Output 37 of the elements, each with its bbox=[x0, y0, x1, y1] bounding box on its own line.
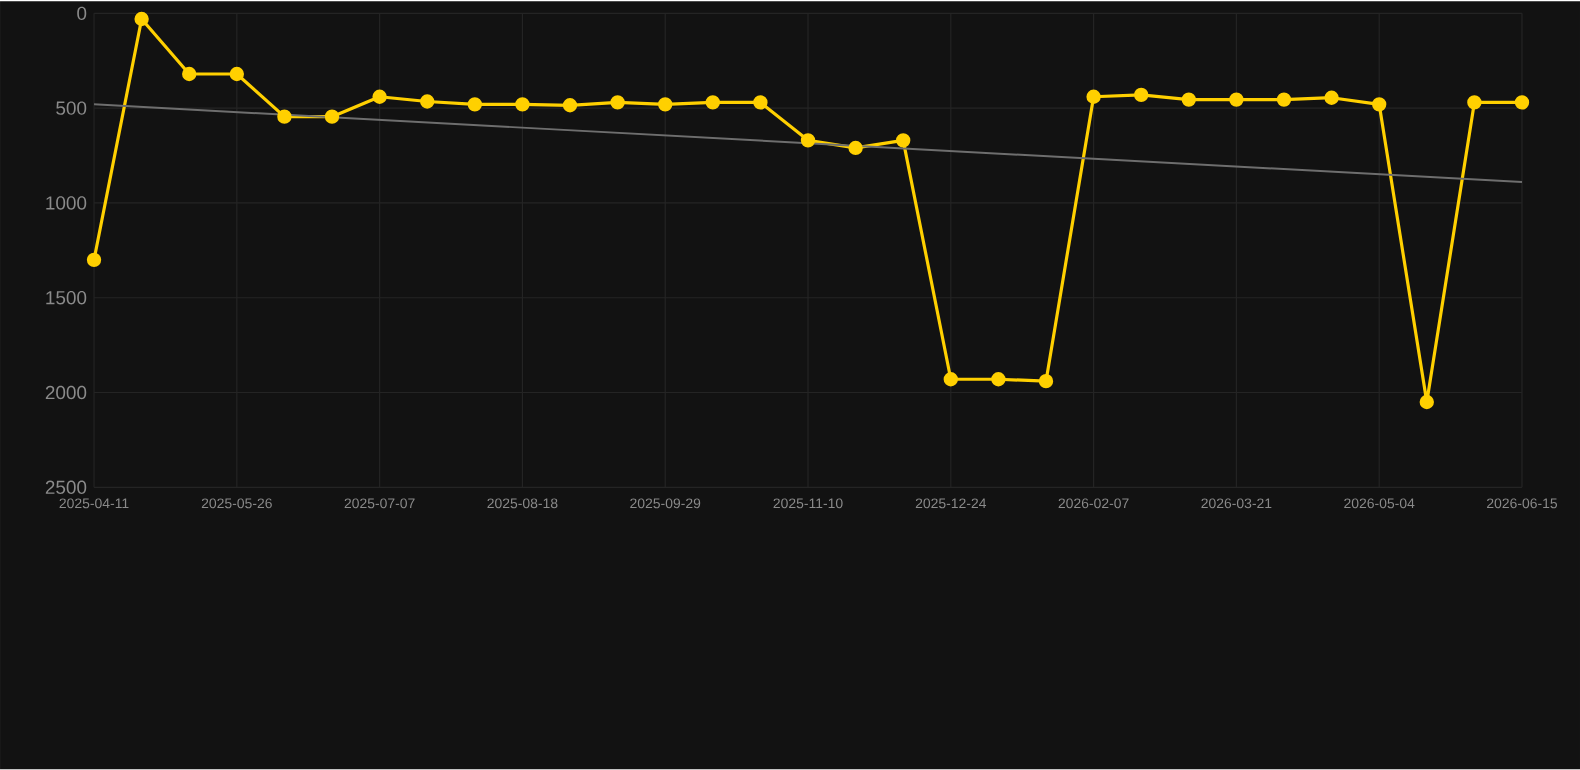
point bbox=[991, 372, 1006, 387]
point bbox=[1038, 374, 1054, 389]
point bbox=[1514, 95, 1530, 110]
y-tick-label: 2500 bbox=[45, 480, 87, 495]
point bbox=[943, 372, 958, 387]
point bbox=[1134, 88, 1149, 103]
y-tick-label: 1500 bbox=[46, 291, 87, 305]
point bbox=[134, 12, 149, 27]
point bbox=[1324, 90, 1339, 106]
point bbox=[420, 94, 435, 110]
y-tick-label: 2000 bbox=[45, 386, 87, 400]
point bbox=[86, 252, 102, 268]
point bbox=[1276, 92, 1292, 108]
point bbox=[1086, 89, 1101, 105]
point bbox=[1467, 95, 1482, 110]
point bbox=[182, 67, 197, 82]
point bbox=[705, 95, 720, 110]
point bbox=[848, 141, 863, 156]
point bbox=[229, 67, 244, 82]
point bbox=[562, 98, 578, 113]
point bbox=[800, 133, 816, 148]
y-tick-label: 1000 bbox=[46, 196, 87, 210]
point bbox=[1229, 92, 1244, 108]
point bbox=[1372, 97, 1387, 112]
point bbox=[1181, 92, 1196, 108]
y-tick-label: 500 bbox=[56, 101, 87, 116]
point bbox=[896, 133, 911, 148]
point bbox=[277, 109, 292, 125]
point bbox=[324, 109, 340, 125]
point bbox=[515, 97, 530, 112]
point bbox=[658, 97, 673, 112]
point bbox=[753, 95, 768, 110]
point bbox=[1419, 395, 1434, 410]
point bbox=[467, 97, 482, 112]
point bbox=[610, 95, 625, 110]
point bbox=[372, 89, 387, 105]
y-tick-label: 0 bbox=[77, 6, 87, 21]
